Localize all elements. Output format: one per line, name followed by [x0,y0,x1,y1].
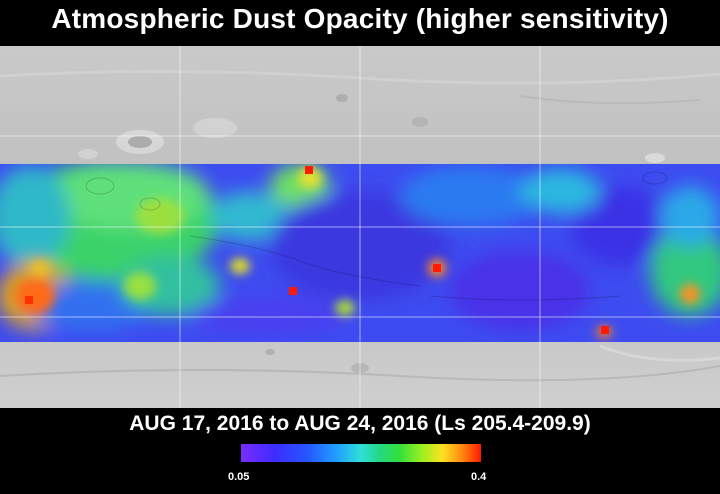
mars-map [0,46,720,408]
colorbar-min-label: 0.05 [228,471,250,483]
date-range-label: AUG 17, 2016 to AUG 24, 2016 (Ls 205.4-2… [129,412,591,435]
map-svg [0,46,720,408]
colorbar-max-label: 0.4 [471,471,487,483]
map-title: Atmospheric Dust Opacity (higher sensiti… [51,3,669,34]
terrain-features [0,69,720,382]
opacity-colorbar [241,444,481,462]
grid-lines [0,46,720,408]
